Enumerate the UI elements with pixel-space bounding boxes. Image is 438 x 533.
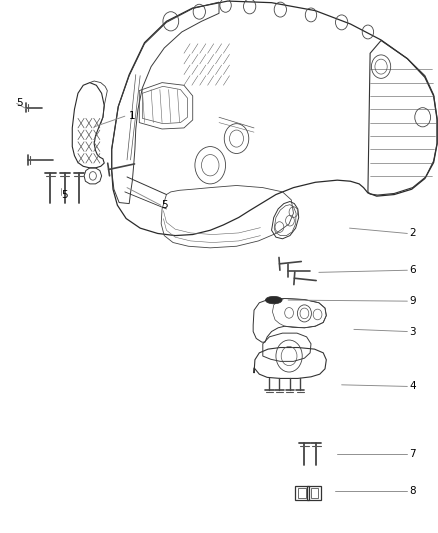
Bar — [307, 486, 321, 500]
Bar — [295, 486, 309, 500]
Text: 5: 5 — [161, 200, 167, 210]
Text: 5: 5 — [17, 99, 23, 108]
Text: 2: 2 — [410, 229, 416, 238]
Text: 4: 4 — [410, 382, 416, 391]
Text: 5: 5 — [61, 190, 68, 200]
Bar — [311, 488, 318, 498]
Bar — [298, 488, 306, 498]
Text: 9: 9 — [410, 296, 416, 306]
Text: 3: 3 — [410, 327, 416, 336]
Text: 1: 1 — [129, 111, 136, 121]
Text: 7: 7 — [410, 449, 416, 459]
Ellipse shape — [265, 296, 282, 304]
Text: 8: 8 — [410, 486, 416, 496]
Text: 6: 6 — [410, 265, 416, 275]
